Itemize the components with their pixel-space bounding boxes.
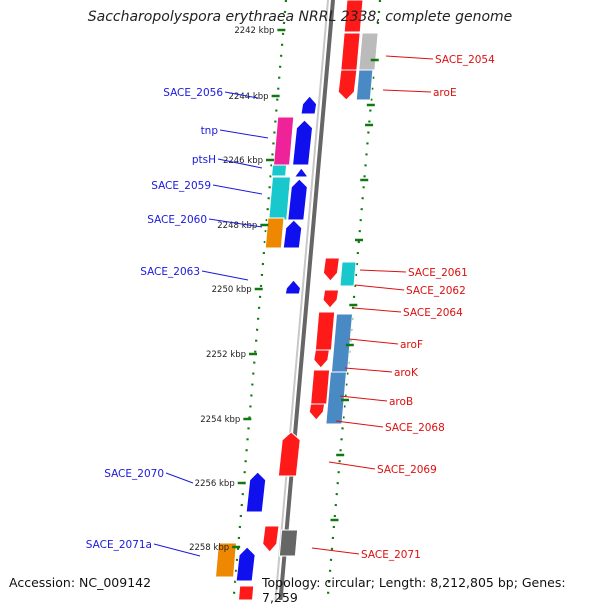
label-leader-sace-2060	[208, 218, 263, 228]
label-leader-aroe	[382, 89, 432, 93]
label-ptsh: ptsH	[192, 154, 216, 166]
label-sace-2071: SACE_2071	[361, 549, 421, 561]
sace-2060-gene-strand2	[282, 219, 303, 249]
label-leader-ptsh	[217, 158, 263, 169]
sace-2054-gene-strand1	[340, 32, 361, 71]
aroe-gene-strand2	[355, 69, 374, 101]
right-dotted-guide	[326, 0, 382, 601]
tick-marks: 2242 kbp 2244 kbp 2246 kbp 2248 kbp 2250 kbp…	[189, 26, 379, 553]
sace-2071-gene-strand1	[262, 525, 280, 553]
label-leader-arob	[339, 395, 388, 402]
dotted-guide-lines	[232, 0, 382, 601]
sace-2064-gene	[322, 289, 340, 309]
sace-2054-gene-strand2	[358, 32, 379, 71]
tnp-neighbor-gene	[292, 119, 314, 166]
sace-2071a-gene-strand2	[235, 546, 256, 582]
tick-label: 2250 kbp	[212, 285, 252, 295]
label-leader-sace-2064	[352, 307, 402, 313]
label-sace-2062: SACE_2062	[406, 285, 466, 297]
label-leader-sace-2069	[328, 461, 376, 470]
label-leader-arok	[344, 367, 393, 373]
arob-gene-strand2	[325, 371, 347, 425]
label-aroe: aroE	[433, 87, 457, 99]
tick-label: 2254 kbp	[200, 415, 240, 425]
sace-2061-gene-strand2	[339, 261, 357, 287]
ptsh-cyan-gene	[271, 164, 288, 177]
sace-2060-gene-strand1	[264, 217, 285, 249]
arof-gene-strand2	[330, 313, 354, 373]
arob-gene-strand1	[310, 369, 331, 405]
label-arob: aroB	[389, 396, 413, 408]
label-arof: aroF	[400, 339, 423, 351]
backbone-line	[278, 0, 335, 601]
label-leader-sace-2071a	[153, 543, 201, 557]
label-leader-arof	[348, 338, 399, 345]
gene-features	[214, 0, 379, 601]
label-leader-sace-2063	[201, 270, 249, 281]
label-tnp: tnp	[201, 125, 219, 137]
accession-text: Accession: NC_009142	[9, 575, 152, 590]
label-sace-2069: SACE_2069	[377, 464, 437, 476]
aroe-gene-strand1	[337, 69, 358, 101]
label-arok: aroK	[394, 367, 419, 379]
label-leader-sace-2071	[311, 547, 360, 555]
arok-gene	[313, 349, 330, 369]
label-leader-sace-2068	[335, 420, 384, 428]
sace-2071a-gene-strand1	[214, 542, 238, 578]
label-sace-2060: SACE_2060	[147, 214, 207, 226]
tick-label: 2258 kbp	[189, 543, 229, 553]
sace-2071-gene-strand2	[278, 529, 299, 557]
label-sace-2056: SACE_2056	[163, 87, 223, 99]
label-sace-2071a: SACE_2071a	[86, 539, 152, 551]
label-sace-2059: SACE_2059	[151, 180, 211, 192]
tick-label: 2244 kbp	[229, 92, 269, 102]
sace-2063-gene	[284, 279, 302, 295]
label-sace-2063: SACE_2063	[140, 266, 200, 278]
sace-2059-gene-strand1	[268, 176, 292, 221]
label-leader-lines	[153, 55, 434, 557]
sace-2059-gene-strand2	[287, 178, 308, 221]
sace-2053-gene	[343, 0, 364, 33]
map-title: Saccharopolyspora erythraea NRRL 2338, c…	[87, 9, 513, 25]
left-dotted-guide	[232, 0, 288, 601]
sace-2056-gene	[300, 95, 318, 115]
genome-summary-text: Topology: circular; Length: 8,212,805 bp…	[262, 575, 566, 605]
tick-label: 2252 kbp	[206, 350, 246, 360]
label-sace-2070: SACE_2070	[104, 468, 164, 480]
tick-label: 2248 kbp	[217, 221, 257, 231]
label-leader-sace-2054	[385, 55, 434, 60]
sace-2068-gene	[308, 403, 326, 421]
sace-2061-gene-strand1	[322, 257, 340, 282]
label-leader-sace-2061	[359, 269, 407, 273]
label-sace-2061: SACE_2061	[408, 267, 468, 279]
label-leader-sace-2070	[165, 472, 194, 484]
label-sace-2068: SACE_2068	[385, 422, 445, 434]
tnp-gene	[273, 116, 295, 166]
label-sace-2054: SACE_2054	[435, 54, 495, 66]
tick-label: 2256 kbp	[195, 479, 235, 489]
arof-gene-strand1	[314, 311, 336, 351]
label-leader-sace-2056	[224, 91, 259, 99]
label-sace-2064: SACE_2064	[403, 307, 463, 319]
label-leader-tnp	[219, 129, 269, 139]
label-leader-sace-2059	[212, 184, 263, 195]
label-leader-sace-2062	[354, 284, 405, 291]
bottom-gene	[237, 585, 255, 601]
backbone-shadow	[274, 0, 329, 601]
tick-label: 2246 kbp	[223, 156, 263, 166]
ptsh-gene	[293, 167, 308, 178]
genome-backbone	[274, 0, 335, 601]
sace-2069-gene	[277, 431, 301, 477]
sace-2070-gene	[245, 471, 267, 513]
tick-label: 2242 kbp	[234, 26, 274, 36]
